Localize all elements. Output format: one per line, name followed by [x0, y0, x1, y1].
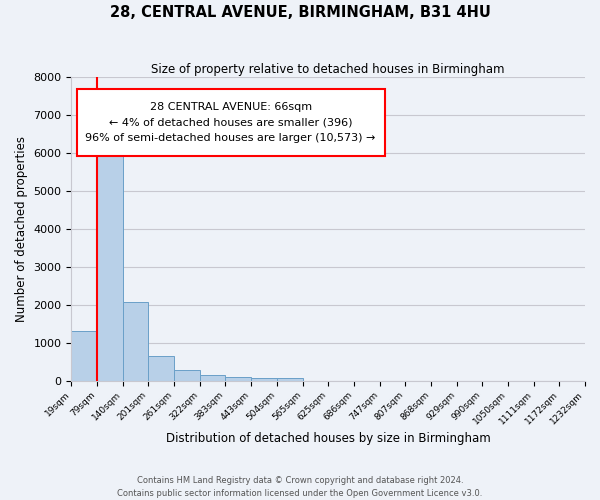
Y-axis label: Number of detached properties: Number of detached properties — [15, 136, 28, 322]
Bar — [277, 378, 302, 380]
Bar — [226, 377, 251, 380]
Bar — [174, 370, 200, 380]
Bar — [148, 356, 174, 380]
Bar — [97, 130, 123, 380]
Text: 28, CENTRAL AVENUE, BIRMINGHAM, B31 4HU: 28, CENTRAL AVENUE, BIRMINGHAM, B31 4HU — [110, 5, 490, 20]
FancyBboxPatch shape — [77, 89, 385, 156]
Title: Size of property relative to detached houses in Birmingham: Size of property relative to detached ho… — [151, 62, 505, 76]
Bar — [123, 302, 148, 380]
Bar — [71, 331, 97, 380]
Text: 28 CENTRAL AVENUE: 66sqm
← 4% of detached houses are smaller (396)
96% of semi-d: 28 CENTRAL AVENUE: 66sqm ← 4% of detache… — [85, 102, 376, 143]
X-axis label: Distribution of detached houses by size in Birmingham: Distribution of detached houses by size … — [166, 432, 491, 445]
Bar — [200, 375, 226, 380]
Bar — [251, 378, 277, 380]
Text: Contains HM Land Registry data © Crown copyright and database right 2024.
Contai: Contains HM Land Registry data © Crown c… — [118, 476, 482, 498]
